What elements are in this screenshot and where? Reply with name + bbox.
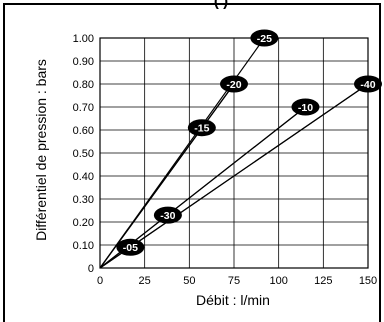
outer-frame	[3, 3, 381, 322]
series-badge	[354, 75, 382, 93]
tick-layer: 0 25 50 75 100 125 150 0 0.10 0.20 0.30 0.40 0.50 0.6…	[73, 33, 378, 287]
series-badge-label: -10	[298, 102, 313, 114]
series-line	[99, 83, 369, 269]
y-tick-label: 0.20	[73, 217, 94, 229]
series-badge	[291, 98, 320, 116]
series-badge-label: -05	[123, 242, 138, 254]
y-tick-label: 0.90	[73, 56, 94, 68]
y-tick-label: 0.40	[73, 171, 94, 183]
series-badge-label: -20	[226, 79, 241, 91]
series-badge	[220, 75, 248, 93]
y-tick-label: 0.70	[73, 102, 94, 114]
y-axis-title: Différentiel de pression : bars	[33, 59, 49, 241]
series-badge	[250, 29, 279, 47]
x-tick-label: 25	[139, 275, 151, 287]
y-tick-label: 1.00	[73, 33, 94, 45]
series-badge	[187, 119, 216, 137]
x-axis-title: Débit : l/min	[196, 292, 270, 308]
y-tick-label: 0	[88, 263, 94, 275]
x-tick-label: 50	[183, 275, 195, 287]
series-badge-label: -30	[160, 210, 175, 222]
series-badge-label: -40	[360, 79, 375, 91]
series-badge-label: -25	[257, 33, 272, 45]
badge-layer: -25 -20 -15 -40 -10 -30 -05	[116, 29, 382, 256]
y-tick-label: 0.50	[73, 148, 94, 160]
x-tick-label: 125	[314, 275, 332, 287]
x-tick-label: 150	[359, 275, 377, 287]
series-badge	[116, 238, 145, 256]
y-tick-label: 0.60	[73, 125, 94, 137]
grid-layer	[99, 37, 369, 269]
series-line	[99, 83, 235, 269]
y-tick-label: 0.80	[73, 79, 94, 91]
x-tick-label: 75	[228, 275, 240, 287]
series-badge-label: -15	[194, 123, 209, 135]
plot-area-border	[99, 37, 369, 269]
y-tick-label: 0.10	[73, 240, 94, 252]
x-tick-label: 0	[97, 275, 103, 287]
y-tick-label: 0.30	[73, 194, 94, 206]
partial-title: ( )	[214, 0, 228, 10]
x-tick-label: 100	[269, 275, 287, 287]
series-badge	[153, 206, 182, 224]
